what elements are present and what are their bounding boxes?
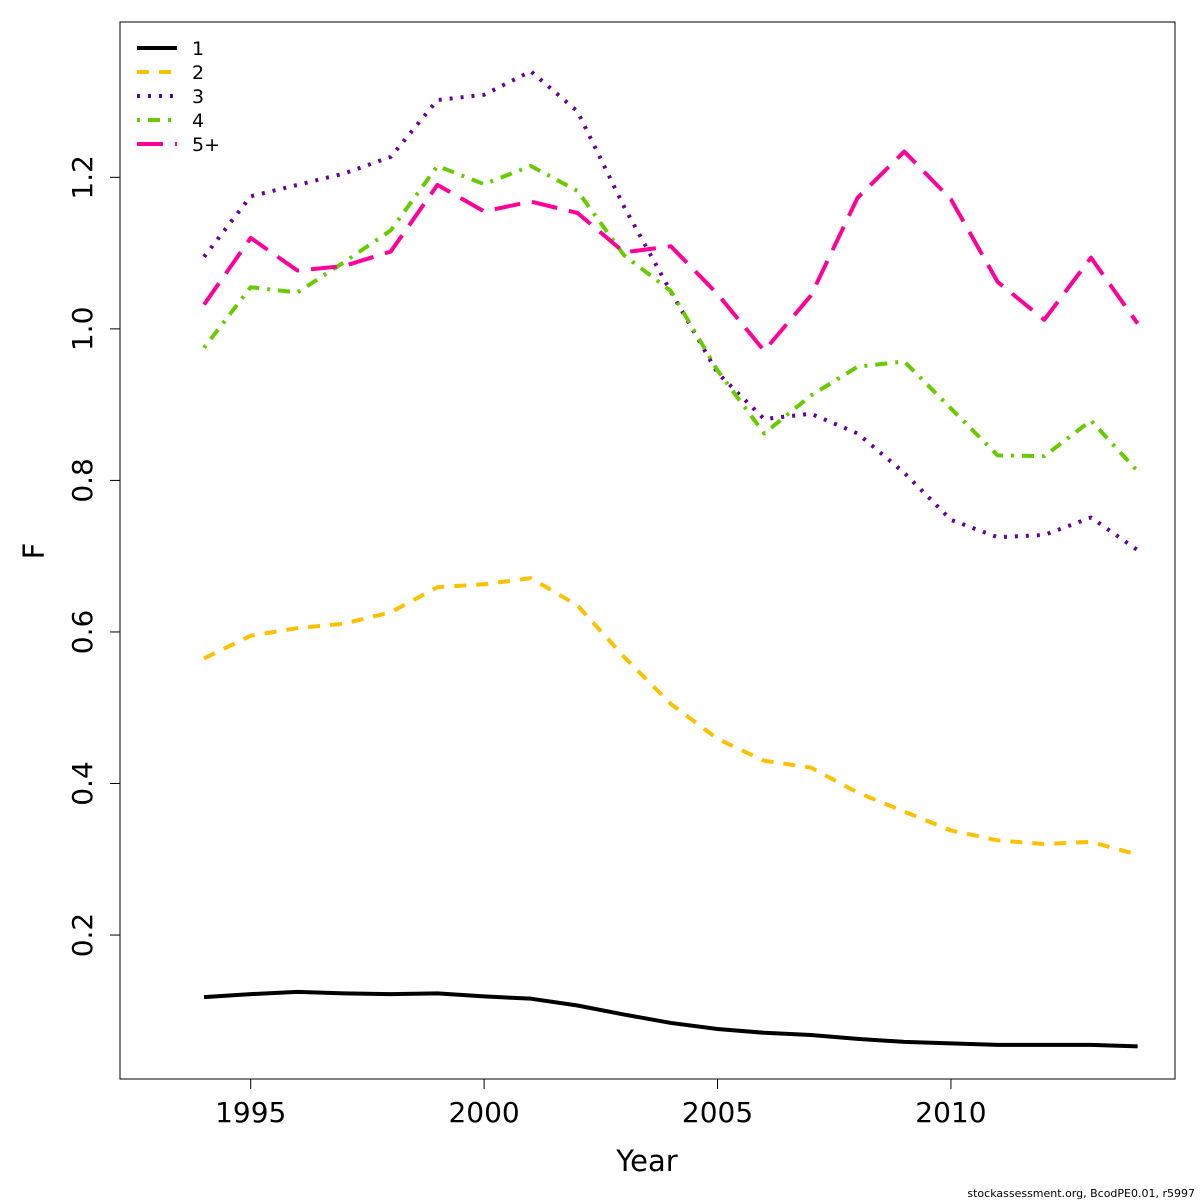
legend-label: 1 bbox=[192, 38, 204, 60]
x-axis-title: Year bbox=[615, 1144, 677, 1178]
y-tick-label: 1.0 bbox=[66, 307, 99, 352]
x-tick-label: 2005 bbox=[682, 1096, 753, 1129]
series-line-3 bbox=[202, 69, 1139, 552]
x-tick-label: 2000 bbox=[448, 1096, 519, 1129]
x-tick-label: 2010 bbox=[915, 1096, 986, 1129]
plot-frame bbox=[119, 21, 1176, 1080]
legend-label: 4 bbox=[192, 110, 204, 132]
y-tick-label: 0.4 bbox=[66, 761, 99, 806]
y-axis-title: F bbox=[17, 543, 51, 560]
y-tick-label: 1.2 bbox=[66, 155, 99, 200]
y-tick-label: 0.6 bbox=[66, 610, 99, 655]
y-tick-label: 0.8 bbox=[66, 458, 99, 503]
legend-label: 2 bbox=[192, 62, 204, 84]
footer-credit: stockassessment.org, BcodPE0.01, r5997 bbox=[967, 1187, 1195, 1200]
series-line-4 bbox=[202, 163, 1140, 473]
series-line-2 bbox=[203, 576, 1139, 857]
series-line-1 bbox=[203, 989, 1138, 1049]
series-line-5 bbox=[202, 149, 1140, 353]
x-tick-label: 1995 bbox=[215, 1096, 286, 1129]
y-tick-label: 0.2 bbox=[66, 913, 99, 958]
legend-label: 3 bbox=[192, 86, 204, 108]
legend-label: 5+ bbox=[192, 134, 220, 156]
